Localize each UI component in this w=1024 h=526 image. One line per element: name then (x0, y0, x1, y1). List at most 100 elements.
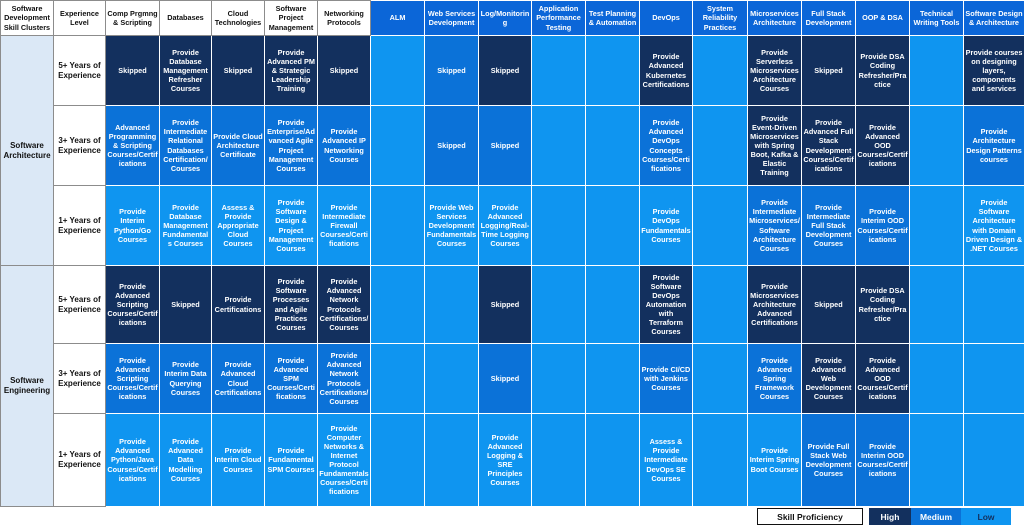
empty-skill-cell (531, 343, 586, 414)
empty-skill-cell (909, 35, 964, 106)
skill-cell: Skipped (105, 35, 160, 106)
empty-skill-cell (424, 343, 479, 414)
skill-cell: Provide Interim Spring Boot Courses (747, 413, 802, 507)
matrix-row: 3+ Years of Experience Advanced Programmi… (1, 105, 1024, 186)
header-row: Software Development Skill Clusters Expe… (0, 0, 1024, 36)
empty-skill-cell (424, 265, 479, 344)
skill-cell: Provide Advanced Logging/Real-Time Loggi… (478, 185, 532, 266)
skill-cell: Assess & Provide Intermediate DevOps SE … (639, 413, 693, 507)
skill-cell: Provide Computer Networks & Internet Pro… (317, 413, 371, 507)
empty-skill-cell (963, 413, 1024, 507)
skill-cell: Provide Advanced DevOps Concepts Courses… (639, 105, 693, 186)
skill-cell: Provide Full Stack Web Development Cours… (801, 413, 856, 507)
empty-skill-cell (585, 35, 640, 106)
skill-cell: Advanced Programming & Scripting Courses… (105, 105, 160, 186)
skill-matrix-table: Software Development Skill Clusters Expe… (0, 0, 1024, 507)
empty-skill-cell (963, 343, 1024, 414)
empty-skill-cell (963, 265, 1024, 344)
skill-cell: Provide Architecture Design Patterns cou… (963, 105, 1024, 186)
skill-cell: Provide Advanced Logging & SRE Principle… (478, 413, 532, 507)
skill-cell: Skipped (801, 35, 856, 106)
empty-skill-cell (585, 105, 640, 186)
empty-skill-cell (531, 413, 586, 507)
column-header: Software Design & Architecture (963, 0, 1024, 36)
empty-skill-cell (909, 185, 964, 266)
skill-cell: Provide Event-Driven Microservices with … (747, 105, 802, 186)
column-header: Databases (159, 0, 212, 36)
skill-cell: Provide Fundamental SPM Courses (264, 413, 318, 507)
skill-cell: Provide Database Management Refresher Co… (159, 35, 212, 106)
skill-cell: Provide Advanced Scripting Courses/Certi… (105, 343, 160, 414)
empty-skill-cell (692, 35, 748, 106)
skill-cell: Provide Interim OOD Courses/Certificatio… (855, 185, 910, 266)
empty-skill-cell (692, 105, 748, 186)
empty-skill-cell (909, 343, 964, 414)
skill-cell: Provide Certifications (211, 265, 265, 344)
skill-cell: Provide Intermediate Relational Database… (159, 105, 212, 186)
skill-cell: Provide Software DevOps Automation with … (639, 265, 693, 344)
skill-cell: Provide Enterprise/Advanced Agile Projec… (264, 105, 318, 186)
skill-cell: Provide Interim Data Querying Courses (159, 343, 212, 414)
column-header: System Reliability Practices (692, 0, 748, 36)
skill-proficiency-legend: Skill Proficiency High Medium Low (757, 508, 1011, 525)
empty-skill-cell (692, 343, 748, 414)
empty-skill-cell (531, 185, 586, 266)
legend-low-swatch: Low (961, 508, 1011, 525)
empty-skill-cell (692, 413, 748, 507)
empty-skill-cell (370, 343, 425, 414)
experience-level-label: 1+ Years of Experience (53, 185, 106, 266)
legend-high-swatch: High (869, 508, 911, 525)
matrix-row: 1+ Years of Experience Provide Interim Py… (1, 185, 1024, 266)
skill-cell: Skipped (478, 35, 532, 106)
skill-cell: Provide Cloud Architecture Certificate (211, 105, 265, 186)
experience-header: Experience Level (53, 0, 106, 36)
column-header: Test Planning & Automation (585, 0, 640, 36)
empty-skill-cell (424, 413, 479, 507)
experience-level-label: 1+ Years of Experience (53, 413, 106, 507)
skill-cell: Skipped (211, 35, 265, 106)
column-header: ALM (370, 0, 425, 36)
column-header: Cloud Technologies (211, 0, 265, 36)
column-header: OOP & DSA (855, 0, 910, 36)
empty-skill-cell (370, 185, 425, 266)
column-header: Log/Monitoring (478, 0, 532, 36)
skill-cell: Provide Advanced Cloud Certifications (211, 343, 265, 414)
matrix-row: Software Engineering 5+ Years of Experien… (0, 265, 1024, 507)
skill-cell: Provide Intermediate Firewall Courses/Ce… (317, 185, 371, 266)
skill-cell: Provide Interim OOD Courses/Certificatio… (855, 413, 910, 507)
empty-skill-cell (585, 185, 640, 266)
experience-level-label: 5+ Years of Experience (53, 35, 106, 106)
matrix-row: Software Architecture 5+ Years of Experie… (0, 35, 1024, 266)
column-header: Microservices Architecture (747, 0, 802, 36)
empty-skill-cell (692, 265, 748, 344)
column-header: DevOps (639, 0, 693, 36)
skill-cell: Provide Database Management Fundamentals… (159, 185, 212, 266)
skill-cell: Provide Advanced SPM Courses/Certificati… (264, 343, 318, 414)
skill-cell: Provide Advanced Data Modelling Courses (159, 413, 212, 507)
skill-cell: Provide DevOps Fundamentals Courses (639, 185, 693, 266)
empty-skill-cell (531, 265, 586, 344)
skill-cell: Provide Intermediate Full Stack Developm… (801, 185, 856, 266)
skill-cell: Skipped (317, 35, 371, 106)
experience-level-label: 3+ Years of Experience (53, 105, 106, 186)
skill-cell: Provide Advanced Kubernetes Certificatio… (639, 35, 693, 106)
experience-level-label: 5+ Years of Experience (53, 265, 106, 344)
empty-skill-cell (531, 35, 586, 106)
column-header: Application Performance Testing (531, 0, 586, 36)
empty-skill-cell (370, 35, 425, 106)
skill-cell: Provide Advanced Full Stack Development … (801, 105, 856, 186)
skill-cell: Provide Web Services Development Fundame… (424, 185, 479, 266)
skill-cell: Provide Interim Python/Go Courses (105, 185, 160, 266)
cluster-label: Software Architecture (0, 35, 54, 266)
column-header: Technical Writing Tools (909, 0, 964, 36)
skill-cell: Skipped (478, 105, 532, 186)
skill-cell: Provide Advanced Network Protocols Certi… (317, 265, 371, 344)
column-header: Full Stack Development (801, 0, 856, 36)
skill-cell: Skipped (801, 265, 856, 344)
skill-cell: Skipped (424, 105, 479, 186)
skill-cell: Skipped (478, 265, 532, 344)
skill-cell: Provide Software Design & Project Manage… (264, 185, 318, 266)
skill-cell: Provide DSA Coding Refresher/Practice (855, 265, 910, 344)
skill-cell: Provide Advanced OOD Courses/Certificati… (855, 105, 910, 186)
empty-skill-cell (692, 185, 748, 266)
